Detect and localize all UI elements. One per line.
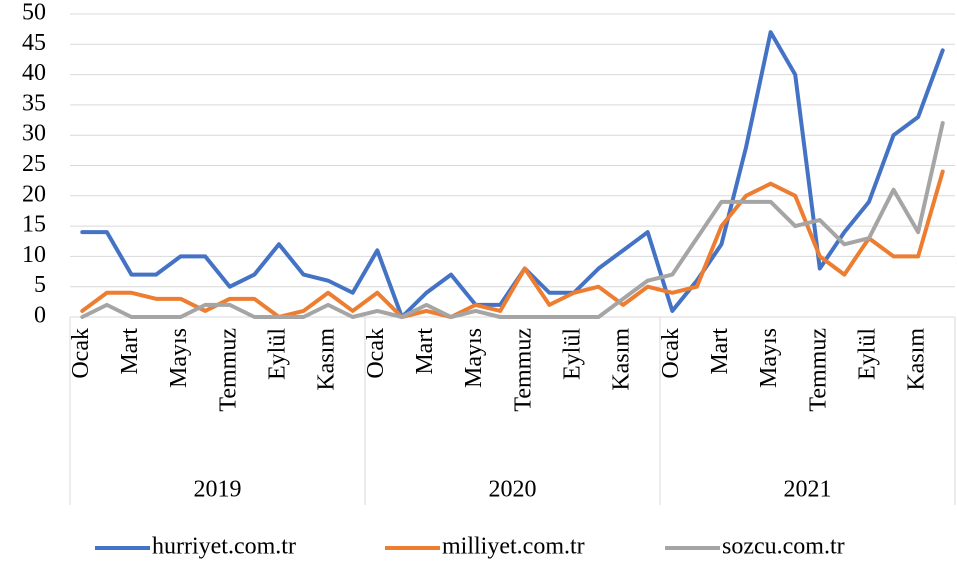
y-tick-label: 35 (22, 90, 46, 116)
x-tick-label: Ocak (363, 328, 389, 379)
group-label: 2020 (489, 477, 537, 503)
x-tick-label: Ocak (68, 328, 94, 379)
y-tick-label: 10 (22, 242, 46, 268)
x-tick-label: Kasım (904, 328, 930, 391)
data-line (80, 121, 945, 319)
x-tick-label: Mart (707, 328, 733, 375)
x-tick-label: Temmuz (805, 328, 831, 412)
legend-label: hurriyet.com.tr (152, 534, 296, 560)
y-tick-label: 40 (22, 60, 46, 86)
legend-label: milliyet.com.tr (442, 534, 585, 560)
y-tick-label: 50 (22, 0, 46, 26)
x-tick-label: Kasım (314, 328, 340, 391)
x-tick-label: Ocak (658, 328, 684, 379)
data-line (80, 169, 945, 319)
x-tick-label: Temmuz (215, 328, 241, 412)
group-label: 2019 (194, 477, 242, 503)
y-tick-label: 45 (22, 30, 46, 56)
y-tick-label: 5 (34, 272, 46, 298)
y-tick-label: 0 (34, 303, 46, 329)
x-tick-label: Kasım (609, 328, 635, 391)
group-label: 2021 (784, 477, 832, 503)
x-tick-label: Mayıs (756, 328, 782, 388)
x-tick-label: Eylül (264, 328, 290, 380)
x-tick-label: Eylül (559, 328, 585, 380)
x-tick-label: Mayıs (166, 328, 192, 388)
y-tick-label: 30 (22, 121, 46, 147)
y-tick-label: 15 (22, 212, 46, 238)
y-tick-label: 25 (22, 151, 46, 177)
x-tick-label: Mart (412, 328, 438, 375)
x-tick-label: Mart (117, 328, 143, 375)
x-tick-label: Temmuz (510, 328, 536, 412)
x-tick-label: Mayıs (461, 328, 487, 388)
y-tick-label: 20 (22, 181, 46, 207)
x-tick-label: Eylül (854, 328, 880, 380)
legend-label: sozcu.com.tr (722, 534, 845, 560)
